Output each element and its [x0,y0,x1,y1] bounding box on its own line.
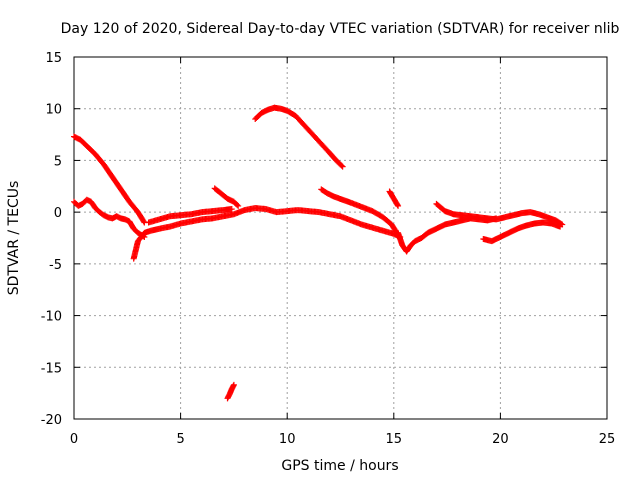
data-point [339,163,346,170]
y-tick-label: -15 [41,361,62,376]
data-point [557,223,564,230]
series-arc-6-peak [252,104,346,170]
y-tick-label: -10 [41,310,62,325]
data-point [234,201,241,208]
series-arc-2-early-band [71,196,148,240]
y-tick-label: 5 [54,154,62,169]
series-arc-9-short [386,188,402,209]
x-tick-label: 15 [386,432,403,447]
y-tick-label: -5 [49,258,62,273]
axis-ticks: 0 5 10 15 20 25 15 10 5 0 -5 -10 -15 -20 [41,51,616,447]
series-arc-8-hump [318,186,402,238]
x-tick-label: 10 [279,432,296,447]
data-marks [71,104,566,402]
y-axis-label: SDTVAR / TECUs [6,181,22,296]
data-point [230,381,237,388]
series-arc-3-midday-band [130,205,404,262]
data-point [395,202,402,209]
y-tick-label: 10 [45,103,62,118]
series-arc-4-upper-midday [145,206,235,226]
y-tick-label: 0 [54,206,62,221]
data-point [338,162,345,169]
series-arc-1-descending [71,133,148,226]
series-arc-5-hump [211,185,242,209]
data-point [394,201,401,208]
x-axis-label: GPS time / hours [281,458,398,474]
x-tick-label: 20 [492,432,509,447]
grid [74,57,607,419]
series-arc-11-late [433,200,566,228]
x-tick-label: 25 [599,432,616,447]
x-tick-label: 5 [176,432,184,447]
data-point [228,206,235,213]
y-tick-label: -20 [41,413,62,428]
chart-title: Day 120 of 2020, Sidereal Day-to-day VTE… [61,21,620,37]
data-point [140,218,147,225]
plot-frame [73,56,608,420]
x-tick-label: 0 [70,432,78,447]
series-arc-12-late-dip [480,219,564,245]
series-arc-7-outlier [224,381,237,402]
data-point [235,202,242,209]
y-tick-label: 15 [45,51,62,66]
